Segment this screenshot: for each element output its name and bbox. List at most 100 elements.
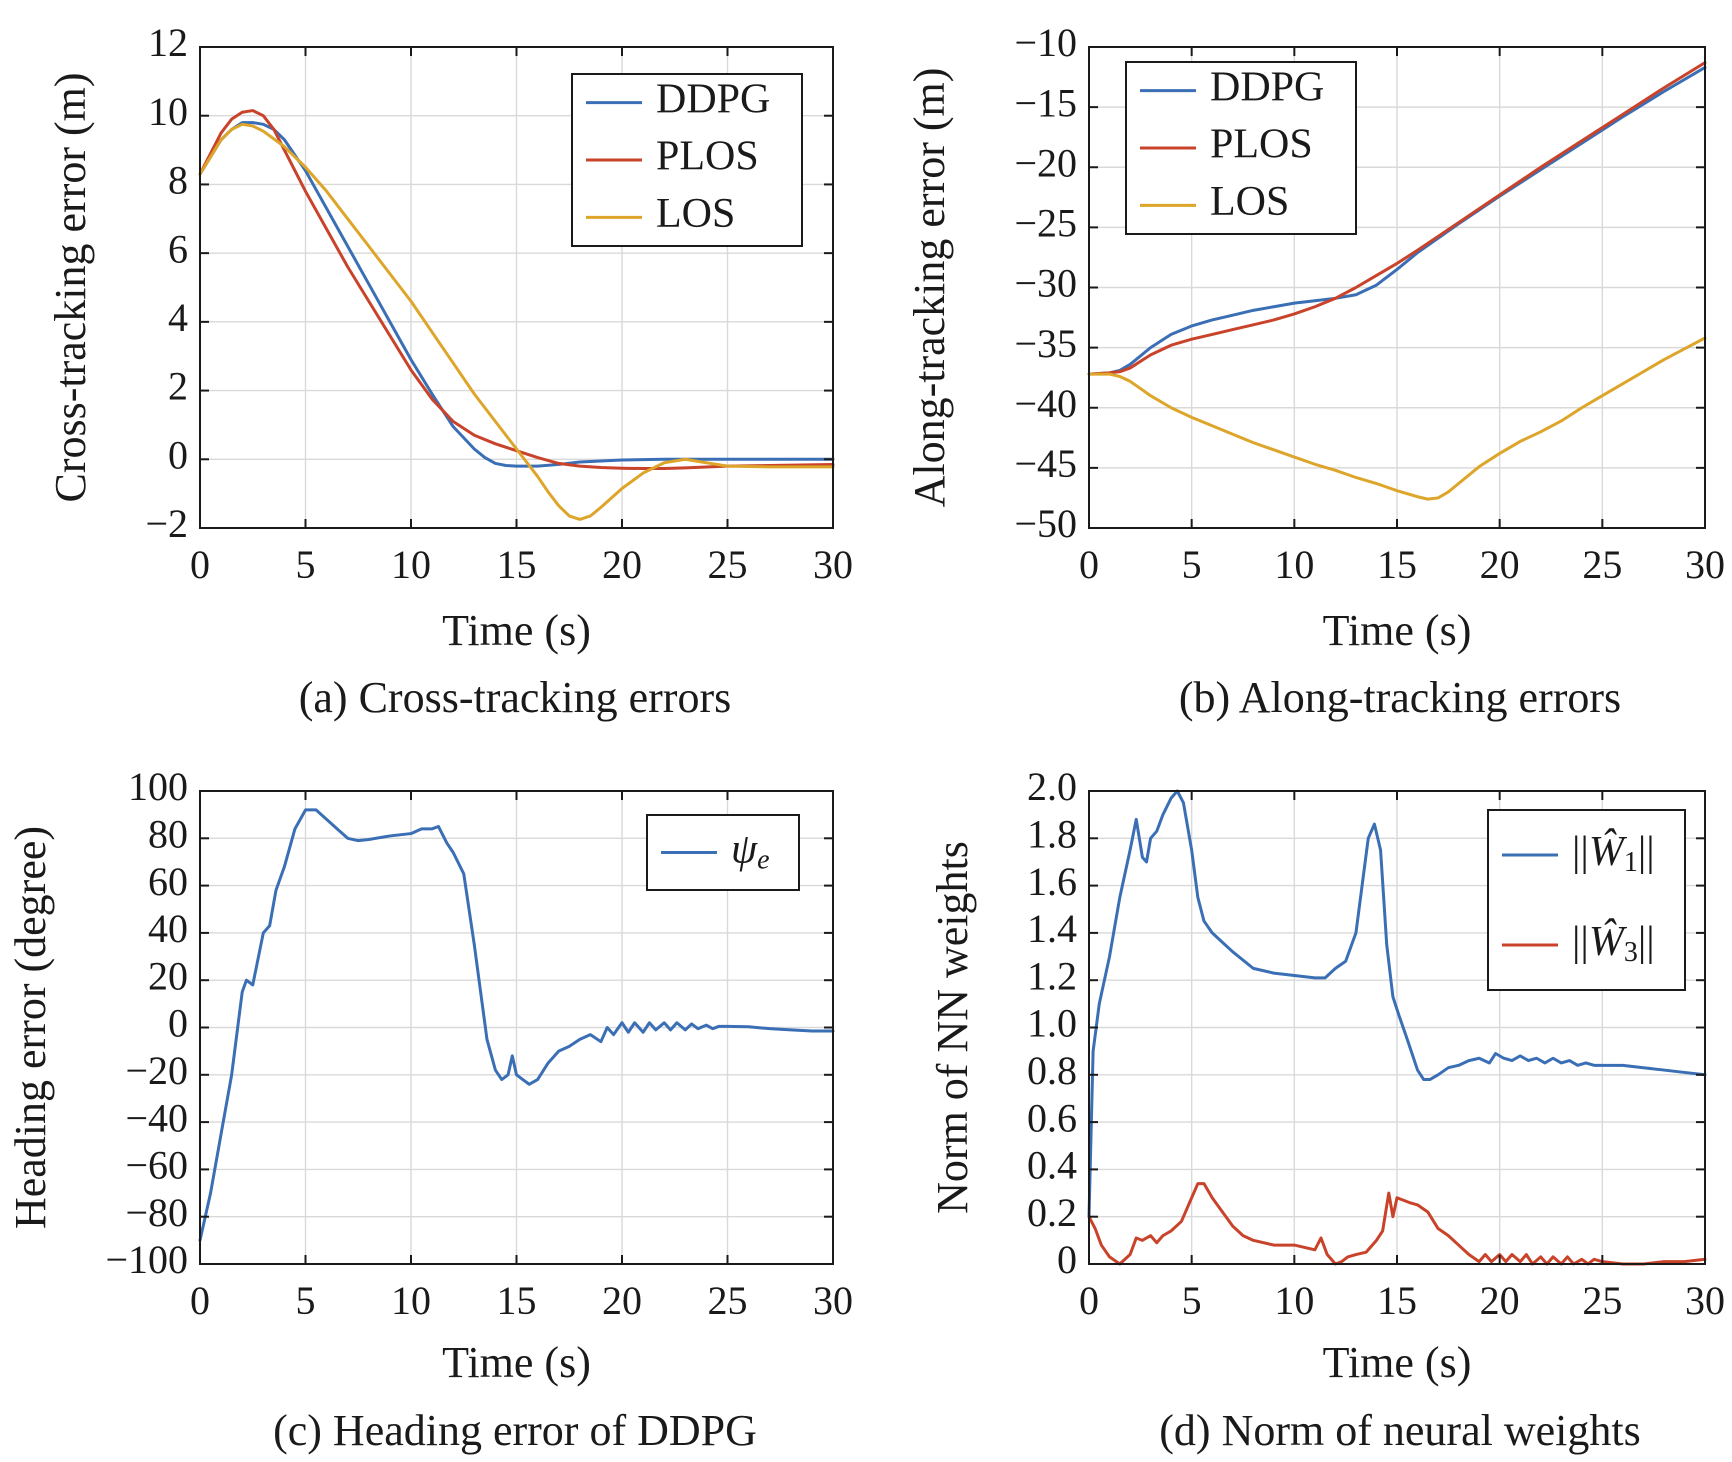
y-tick-label: 2 (168, 364, 188, 409)
chart-caption: (c) Heading error of DDPG (273, 1406, 757, 1455)
x-tick-label: 25 (708, 1278, 748, 1323)
legend-label: PLOS (656, 134, 759, 180)
x-tick-label: 25 (1582, 542, 1622, 587)
y-tick-label: −25 (1014, 201, 1077, 246)
y-tick-label: −50 (1014, 501, 1077, 546)
legend-box (1487, 809, 1686, 991)
x-tick-label: 10 (1274, 542, 1314, 587)
series-group (198, 109, 835, 521)
chart-panel-b: 0 5 10 15 20 25 30 −50 −45 −40 −35 −30 −25 −20 −15 −10 T… (905, 20, 1725, 722)
y-tick-label: −60 (125, 1143, 188, 1188)
y-axis: −50 −45 −40 −35 −30 −25 −20 −15 −10 (1014, 20, 1705, 546)
y-tick-label: 0.8 (1027, 1048, 1077, 1093)
x-axis-label: Time (s) (442, 606, 591, 655)
x-tick-label: 25 (1582, 1278, 1622, 1323)
series-line-1 (1087, 65, 1707, 376)
legend: ψe (646, 814, 800, 891)
chart-panel-d: 0 5 10 15 20 25 3000.20.40.60.81.01.21.41.61.8… (928, 764, 1725, 1455)
y-tick-label: 0.6 (1027, 1095, 1077, 1140)
x-tick-label: 5 (1182, 1278, 1202, 1323)
x-tick-label: 0 (190, 1278, 210, 1323)
y-tick-label: 12 (148, 20, 188, 65)
y-tick-label: 1.0 (1027, 1001, 1077, 1046)
y-tick-label: −40 (1014, 381, 1077, 426)
x-tick-label: 20 (1480, 542, 1520, 587)
y-tick-label: −10 (1014, 20, 1077, 65)
series-line-1 (1087, 789, 1707, 1219)
x-tick-label: 30 (813, 542, 853, 587)
legend-label: LOS (656, 191, 735, 237)
series-line-2 (198, 109, 835, 471)
legend-label: DDPG (656, 76, 770, 122)
x-tick-label: 0 (190, 542, 210, 587)
x-tick-label: 10 (391, 542, 431, 587)
x-tick-label: 5 (296, 542, 316, 587)
x-tick-label: 25 (708, 542, 748, 587)
legend-label: DDPG (1210, 64, 1324, 110)
x-tick-label: 15 (1377, 1278, 1417, 1323)
x-axis-label: Time (s) (1323, 606, 1472, 655)
legend-label: ψe (731, 826, 770, 876)
y-tick-label: −35 (1014, 321, 1077, 366)
y-tick-label: −100 (105, 1237, 188, 1282)
x-tick-label: 20 (1480, 1278, 1520, 1323)
x-axis: 0 5 10 15 20 25 30 (190, 47, 853, 587)
y-tick-label: 1.8 (1027, 811, 1077, 856)
series-line-2 (1087, 61, 1707, 376)
chart-panel-c: 0 5 10 15 20 25 30−100−80−60−40−20020406080100… (6, 764, 853, 1455)
x-tick-label: 15 (497, 542, 537, 587)
x-tick-label: 20 (602, 1278, 642, 1323)
y-axis: −2 0 2 4 6 8 10 12 (145, 20, 833, 546)
x-axis: 0 5 10 15 20 25 30 (190, 791, 853, 1323)
x-axis: 0 5 10 15 20 25 30 (1079, 47, 1725, 587)
x-tick-label: 5 (1182, 542, 1202, 587)
y-axis-label: Norm of NN weights (928, 841, 977, 1214)
y-tick-label: 2.0 (1027, 764, 1077, 809)
x-tick-label: 10 (1274, 1278, 1314, 1323)
x-tick-label: 30 (1685, 1278, 1725, 1323)
series-group (1087, 789, 1707, 1266)
y-tick-label: 10 (148, 89, 188, 134)
x-axis-label: Time (s) (442, 1338, 591, 1387)
legend-label: LOS (1210, 179, 1289, 225)
y-tick-label: −30 (1014, 261, 1077, 306)
series-line-3 (1087, 336, 1707, 501)
y-tick-label: 80 (148, 811, 188, 856)
y-tick-label: 20 (148, 953, 188, 998)
x-tick-label: 10 (391, 1278, 431, 1323)
y-axis-label: Cross-tracking error (m) (46, 72, 95, 502)
legend: DDPG PLOS LOS (571, 73, 803, 247)
series-group (198, 808, 835, 1242)
y-tick-label: 0 (1057, 1237, 1077, 1282)
legend-label: PLOS (1210, 122, 1313, 168)
y-tick-label: −80 (125, 1190, 188, 1235)
series-line-3 (198, 122, 835, 521)
x-tick-label: 15 (497, 1278, 537, 1323)
x-tick-label: 0 (1079, 1278, 1099, 1323)
y-tick-label: 0.2 (1027, 1190, 1077, 1235)
legend-label: ||Ŵ3|| (1572, 918, 1655, 969)
y-axis-label: Heading error (degree) (6, 826, 55, 1229)
y-axis: 00.20.40.60.81.01.21.41.61.82.0 (1027, 764, 1705, 1282)
y-tick-label: 0 (168, 432, 188, 477)
y-tick-label: 0.4 (1027, 1143, 1077, 1188)
y-tick-label: 1.4 (1027, 906, 1077, 951)
y-tick-label: 8 (168, 158, 188, 203)
y-tick-label: −15 (1014, 80, 1077, 125)
legend: DDPG PLOS LOS (1125, 61, 1357, 235)
chart-caption: (d) Norm of neural weights (1159, 1406, 1640, 1455)
y-tick-label: 1.2 (1027, 953, 1077, 998)
y-tick-label: 1.6 (1027, 859, 1077, 904)
y-tick-label: 60 (148, 859, 188, 904)
y-tick-label: 6 (168, 226, 188, 271)
y-tick-label: −45 (1014, 441, 1077, 486)
y-tick-label: −20 (125, 1048, 188, 1093)
x-tick-label: 15 (1377, 542, 1417, 587)
x-tick-label: 5 (296, 1278, 316, 1323)
grid (1089, 47, 1705, 528)
x-tick-label: 30 (1685, 542, 1725, 587)
legend-label: ||Ŵ1|| (1572, 828, 1655, 879)
series-group (1087, 61, 1707, 501)
